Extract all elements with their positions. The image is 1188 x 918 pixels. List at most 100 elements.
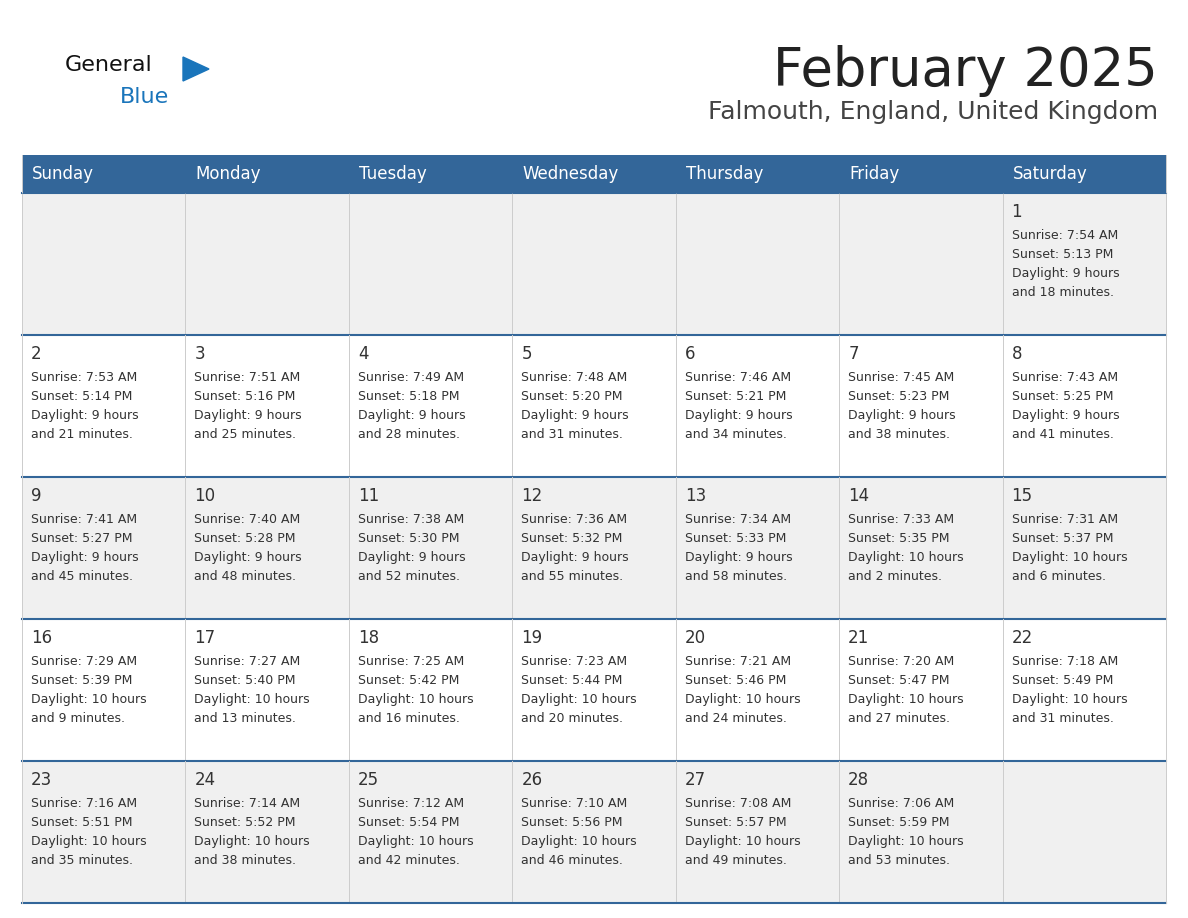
Text: and 28 minutes.: and 28 minutes. [358, 428, 460, 441]
Text: Daylight: 10 hours: Daylight: 10 hours [684, 835, 801, 848]
Polygon shape [183, 57, 209, 81]
Text: 6: 6 [684, 345, 695, 363]
Text: Sunrise: 7:23 AM: Sunrise: 7:23 AM [522, 655, 627, 668]
Text: Sunrise: 7:34 AM: Sunrise: 7:34 AM [684, 513, 791, 526]
Text: Daylight: 9 hours: Daylight: 9 hours [1011, 267, 1119, 280]
Text: Sunrise: 7:10 AM: Sunrise: 7:10 AM [522, 797, 627, 810]
Text: 5: 5 [522, 345, 532, 363]
Text: Sunrise: 7:16 AM: Sunrise: 7:16 AM [31, 797, 137, 810]
Text: 4: 4 [358, 345, 368, 363]
Text: and 9 minutes.: and 9 minutes. [31, 712, 125, 725]
Text: and 21 minutes.: and 21 minutes. [31, 428, 133, 441]
Text: Falmouth, England, United Kingdom: Falmouth, England, United Kingdom [708, 100, 1158, 124]
Text: and 49 minutes.: and 49 minutes. [684, 854, 786, 867]
Bar [23, 155, 1165, 193]
Text: Sunset: 5:46 PM: Sunset: 5:46 PM [684, 674, 786, 687]
Text: Daylight: 9 hours: Daylight: 9 hours [31, 551, 139, 564]
Text: and 31 minutes.: and 31 minutes. [522, 428, 624, 441]
Text: 3: 3 [195, 345, 206, 363]
Text: Sunrise: 7:08 AM: Sunrise: 7:08 AM [684, 797, 791, 810]
Text: 22: 22 [1011, 629, 1032, 647]
Text: and 13 minutes.: and 13 minutes. [195, 712, 296, 725]
Text: Daylight: 9 hours: Daylight: 9 hours [684, 551, 792, 564]
Text: Sunrise: 7:20 AM: Sunrise: 7:20 AM [848, 655, 954, 668]
Text: Sunrise: 7:53 AM: Sunrise: 7:53 AM [31, 371, 138, 384]
Text: Sunset: 5:30 PM: Sunset: 5:30 PM [358, 532, 460, 545]
Text: Daylight: 9 hours: Daylight: 9 hours [358, 409, 466, 422]
Text: Sunrise: 7:29 AM: Sunrise: 7:29 AM [31, 655, 137, 668]
Text: Daylight: 9 hours: Daylight: 9 hours [31, 409, 139, 422]
Text: Sunset: 5:23 PM: Sunset: 5:23 PM [848, 390, 949, 403]
Text: Daylight: 10 hours: Daylight: 10 hours [31, 693, 146, 706]
Text: 25: 25 [358, 771, 379, 789]
Text: 2: 2 [31, 345, 42, 363]
Text: Monday: Monday [196, 165, 261, 183]
Text: and 58 minutes.: and 58 minutes. [684, 570, 786, 583]
Text: Sunrise: 7:12 AM: Sunrise: 7:12 AM [358, 797, 465, 810]
Text: Thursday: Thursday [685, 165, 763, 183]
Text: Sunrise: 7:06 AM: Sunrise: 7:06 AM [848, 797, 954, 810]
Text: Sunset: 5:37 PM: Sunset: 5:37 PM [1011, 532, 1113, 545]
Text: and 55 minutes.: and 55 minutes. [522, 570, 624, 583]
Text: Sunrise: 7:27 AM: Sunrise: 7:27 AM [195, 655, 301, 668]
Text: 23: 23 [31, 771, 52, 789]
Text: Sunset: 5:13 PM: Sunset: 5:13 PM [1011, 248, 1113, 261]
Text: Sunset: 5:27 PM: Sunset: 5:27 PM [31, 532, 133, 545]
Text: and 31 minutes.: and 31 minutes. [1011, 712, 1113, 725]
Text: and 20 minutes.: and 20 minutes. [522, 712, 624, 725]
Text: Sunset: 5:44 PM: Sunset: 5:44 PM [522, 674, 623, 687]
Text: Blue: Blue [120, 87, 169, 107]
Text: 7: 7 [848, 345, 859, 363]
Text: Sunset: 5:59 PM: Sunset: 5:59 PM [848, 816, 949, 829]
Text: and 27 minutes.: and 27 minutes. [848, 712, 950, 725]
Text: Friday: Friday [849, 165, 899, 183]
Text: Sunset: 5:57 PM: Sunset: 5:57 PM [684, 816, 786, 829]
Text: 14: 14 [848, 487, 870, 505]
Text: Daylight: 9 hours: Daylight: 9 hours [522, 409, 628, 422]
Bar [23, 761, 1165, 903]
Text: and 35 minutes.: and 35 minutes. [31, 854, 133, 867]
Text: and 6 minutes.: and 6 minutes. [1011, 570, 1106, 583]
Text: Sunset: 5:32 PM: Sunset: 5:32 PM [522, 532, 623, 545]
Text: Sunset: 5:42 PM: Sunset: 5:42 PM [358, 674, 460, 687]
Text: Sunrise: 7:54 AM: Sunrise: 7:54 AM [1011, 229, 1118, 242]
Text: Sunset: 5:35 PM: Sunset: 5:35 PM [848, 532, 949, 545]
Text: Daylight: 9 hours: Daylight: 9 hours [1011, 409, 1119, 422]
Text: Sunrise: 7:14 AM: Sunrise: 7:14 AM [195, 797, 301, 810]
Text: Sunrise: 7:38 AM: Sunrise: 7:38 AM [358, 513, 465, 526]
Text: and 16 minutes.: and 16 minutes. [358, 712, 460, 725]
Text: Tuesday: Tuesday [359, 165, 426, 183]
Text: Daylight: 10 hours: Daylight: 10 hours [31, 835, 146, 848]
Text: Sunrise: 7:49 AM: Sunrise: 7:49 AM [358, 371, 465, 384]
Text: 26: 26 [522, 771, 543, 789]
Text: Sunset: 5:21 PM: Sunset: 5:21 PM [684, 390, 786, 403]
Text: Sunrise: 7:46 AM: Sunrise: 7:46 AM [684, 371, 791, 384]
Text: Daylight: 10 hours: Daylight: 10 hours [684, 693, 801, 706]
Text: Daylight: 9 hours: Daylight: 9 hours [684, 409, 792, 422]
Text: Saturday: Saturday [1012, 165, 1087, 183]
Text: Sunrise: 7:40 AM: Sunrise: 7:40 AM [195, 513, 301, 526]
Bar [23, 193, 1165, 335]
Text: 28: 28 [848, 771, 870, 789]
Text: and 41 minutes.: and 41 minutes. [1011, 428, 1113, 441]
Text: 13: 13 [684, 487, 706, 505]
Text: and 24 minutes.: and 24 minutes. [684, 712, 786, 725]
Text: 16: 16 [31, 629, 52, 647]
Text: Daylight: 10 hours: Daylight: 10 hours [358, 835, 474, 848]
Text: Sunset: 5:52 PM: Sunset: 5:52 PM [195, 816, 296, 829]
Text: Sunrise: 7:43 AM: Sunrise: 7:43 AM [1011, 371, 1118, 384]
Text: Sunday: Sunday [32, 165, 94, 183]
Text: and 42 minutes.: and 42 minutes. [358, 854, 460, 867]
Text: Sunset: 5:16 PM: Sunset: 5:16 PM [195, 390, 296, 403]
Text: Sunrise: 7:25 AM: Sunrise: 7:25 AM [358, 655, 465, 668]
Text: Sunrise: 7:18 AM: Sunrise: 7:18 AM [1011, 655, 1118, 668]
Text: February 2025: February 2025 [773, 45, 1158, 97]
Text: Daylight: 10 hours: Daylight: 10 hours [358, 693, 474, 706]
Text: Sunrise: 7:33 AM: Sunrise: 7:33 AM [848, 513, 954, 526]
Text: Daylight: 9 hours: Daylight: 9 hours [358, 551, 466, 564]
Text: and 52 minutes.: and 52 minutes. [358, 570, 460, 583]
Text: and 48 minutes.: and 48 minutes. [195, 570, 297, 583]
Text: Sunset: 5:20 PM: Sunset: 5:20 PM [522, 390, 623, 403]
Text: 10: 10 [195, 487, 215, 505]
Text: Sunset: 5:28 PM: Sunset: 5:28 PM [195, 532, 296, 545]
